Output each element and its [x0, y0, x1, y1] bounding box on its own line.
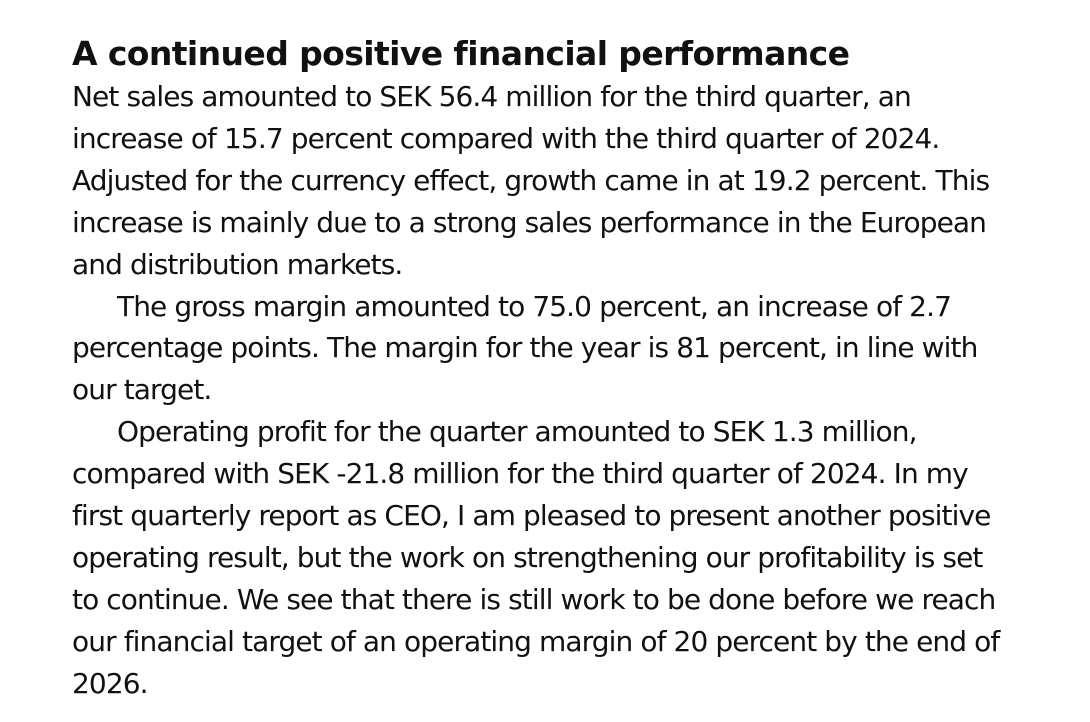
document-page: A continued positive financial performan…	[72, 32, 1072, 705]
paragraph-line: Adjusted for the currency effect, growth…	[72, 163, 990, 197]
paragraph-line: and distribution markets.	[72, 247, 403, 281]
paragraph-line: operating result, but the work on streng…	[72, 540, 983, 574]
paragraph-line: first quarterly report as CEO, I am plea…	[72, 499, 991, 533]
paragraph-gross-margin: The gross margin amounted to 75.0 percen…	[72, 286, 1072, 412]
paragraph-line: increase of 15.7 percent compared with t…	[72, 121, 940, 155]
paragraph-net-sales: Net sales amounted to SEK 56.4 million f…	[72, 76, 1072, 286]
paragraph-line: Operating profit for the quarter amounte…	[117, 415, 918, 449]
paragraph-operating-profit: Operating profit for the quarter amounte…	[72, 411, 1072, 704]
paragraph-line: increase is mainly due to a strong sales…	[72, 205, 987, 239]
paragraph-line: percentage points. The margin for the ye…	[72, 331, 978, 365]
paragraph-line: The gross margin amounted to 75.0 percen…	[117, 289, 952, 323]
paragraph-line: our financial target of an operating mar…	[72, 624, 1000, 658]
section-heading: A continued positive financial performan…	[72, 34, 850, 73]
paragraph-line: compared with SEK -21.8 million for the …	[72, 457, 969, 491]
paragraph-line: 2026.	[72, 666, 149, 700]
paragraph-line: Net sales amounted to SEK 56.4 million f…	[72, 80, 912, 113]
paragraph-line: to continue. We see that there is still …	[72, 582, 996, 616]
paragraph-line: our target.	[72, 373, 212, 407]
